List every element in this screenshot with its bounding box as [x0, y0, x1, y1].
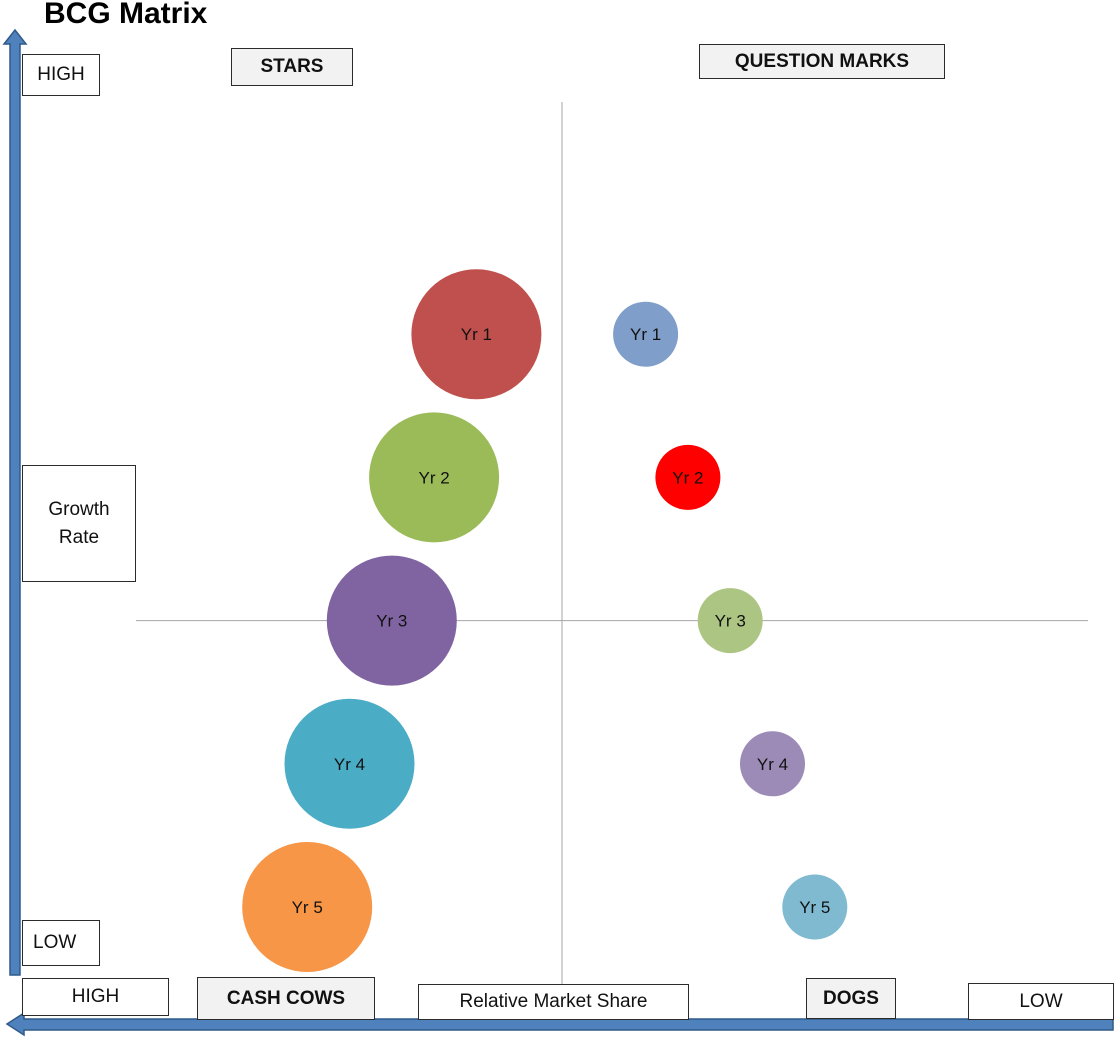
bubble-label: Yr 4: [334, 755, 365, 774]
chart-title: BCG Matrix: [44, 0, 208, 30]
bubble-label: Yr 3: [715, 612, 746, 631]
quadrant-label-question-marks: QUESTION MARKS: [699, 44, 945, 79]
bubble-1-3: [326, 555, 457, 686]
bubble-label: Yr 2: [419, 468, 450, 487]
quadrant-dividers: [136, 102, 1088, 984]
bubble-2-1: [613, 301, 679, 367]
bubbles: Yr 1 Yr 2 Yr 3 Yr 4 Yr 5 Yr 1 Yr 2 Yr 3 Yr 4 Yr 5: [242, 269, 848, 972]
y-axis-low-label: LOW: [22, 920, 100, 966]
quadrant-label-dogs: DOGS: [806, 978, 896, 1019]
bubble-2-5: [782, 874, 848, 940]
bubble-2-3: [697, 588, 763, 654]
bubble-1-1: [411, 269, 542, 400]
bubble-2-2: [655, 444, 721, 510]
quadrant-label-cash-cows: CASH COWS: [197, 977, 375, 1020]
y-axis-title: Growth Rate: [22, 465, 136, 582]
x-axis-low-label: LOW: [968, 983, 1114, 1020]
x-axis-arrow: [5, 1011, 1114, 1037]
y-axis-arrow: [2, 28, 28, 976]
bubble-label: Yr 1: [630, 325, 661, 344]
bubble-label: Yr 4: [757, 755, 788, 774]
bubble-label: Yr 3: [376, 612, 407, 631]
quadrant-label-stars: STARS: [231, 48, 353, 86]
bubble-1-2: [369, 412, 500, 543]
bubble-label: Yr 1: [461, 325, 492, 344]
x-axis-high-label: HIGH: [22, 978, 169, 1016]
bubble-label: Yr 2: [672, 468, 703, 487]
axis-arrows: [2, 28, 1114, 1037]
x-axis-title: Relative Market Share: [418, 984, 689, 1020]
bubble-1-5: [242, 842, 373, 972]
bubble-1-4: [284, 698, 415, 829]
bubble-label: Yr 5: [292, 898, 323, 917]
y-axis-title-text: Growth Rate: [48, 498, 110, 548]
bubble-2-4: [740, 731, 805, 797]
y-axis-high-label: HIGH: [22, 54, 100, 96]
bubble-label: Yr 5: [799, 898, 830, 917]
